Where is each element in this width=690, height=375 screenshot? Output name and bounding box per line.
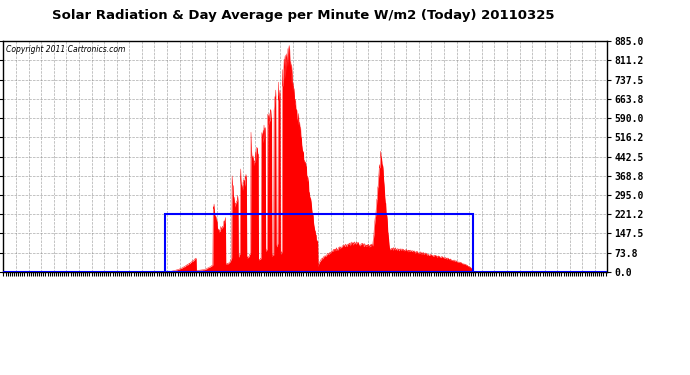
Text: Solar Radiation & Day Average per Minute W/m2 (Today) 20110325: Solar Radiation & Day Average per Minute… (52, 9, 555, 22)
Bar (165, 214, 473, 272)
Text: Copyright 2011 Cartronics.com: Copyright 2011 Cartronics.com (6, 45, 126, 54)
